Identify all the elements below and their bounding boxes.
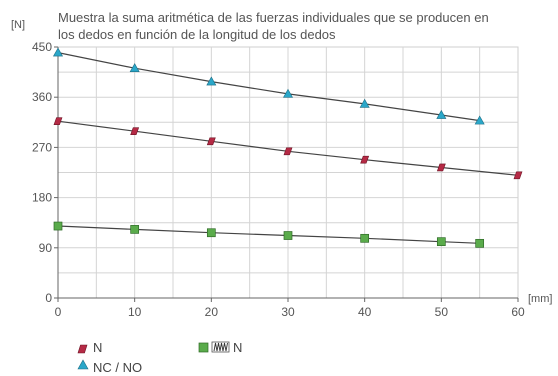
- data-point-square: [130, 225, 140, 234]
- data-point-square: [475, 238, 485, 248]
- series-square: [53, 221, 485, 248]
- data-point-square: [436, 237, 446, 247]
- x-tick-label: 0: [55, 305, 62, 319]
- y-tick-label: 450: [32, 40, 52, 54]
- x-tick-label: 30: [281, 305, 295, 319]
- y-tick-label: 180: [32, 191, 52, 205]
- data-point-diamond: [513, 171, 523, 180]
- series-line-square: [57, 225, 480, 244]
- series-group: [52, 47, 523, 248]
- series-diamond: [53, 117, 523, 180]
- series-triangle: [52, 47, 485, 125]
- legend-marker-diamond: [77, 344, 88, 354]
- data-point-triangle: [282, 88, 294, 98]
- chart-title-line-2: los dedos en función de la longitud de l…: [58, 27, 336, 42]
- data-point-diamond: [283, 147, 293, 156]
- spring-icon: [211, 341, 230, 353]
- y-tick-label: 270: [32, 140, 52, 154]
- data-point-diamond: [206, 137, 216, 146]
- data-point-diamond: [53, 117, 63, 125]
- x-tick-label: 60: [511, 305, 525, 319]
- legend-item-nc-no: NC / NO: [77, 359, 142, 375]
- legend-label-n: N: [93, 340, 102, 355]
- y-tick-label: 360: [32, 90, 52, 104]
- data-point-diamond: [130, 127, 140, 136]
- data-point-diamond: [436, 163, 446, 172]
- data-point-square: [360, 233, 370, 243]
- legend-item-n: N: [77, 340, 102, 355]
- y-tick-label: 0: [45, 291, 52, 305]
- data-point-square: [53, 221, 63, 231]
- x-tick-label: 40: [358, 305, 372, 319]
- data-point-triangle: [206, 76, 217, 86]
- x-axis-unit: [mm]: [528, 293, 552, 305]
- data-point-triangle: [436, 109, 447, 119]
- axis-ticks: 0 90 180 270 360 450 0 10 20 30 40 50 60: [32, 40, 525, 319]
- x-tick-label: 50: [435, 305, 449, 319]
- y-tick-label: 90: [39, 241, 53, 255]
- data-point-triangle: [359, 98, 370, 108]
- data-point-triangle: [474, 115, 485, 125]
- data-point-square: [206, 228, 216, 238]
- x-tick-label: 10: [128, 305, 142, 319]
- chart-title-line-1: Muestra la suma aritmética de las fuerza…: [58, 10, 489, 25]
- data-point-square: [283, 231, 293, 240]
- series-line-triangle: [57, 52, 480, 122]
- legend-label-nc-no: NC / NO: [93, 360, 142, 375]
- legend-label-spring-n: N: [233, 340, 242, 355]
- y-axis-unit: [N]: [11, 19, 25, 31]
- legend: N NC / NO N: [77, 340, 242, 375]
- legend-item-spring-n: N: [198, 340, 242, 355]
- data-point-diamond: [360, 155, 370, 164]
- data-point-triangle: [129, 63, 140, 72]
- legend-marker-square: [198, 342, 209, 353]
- data-point-triangle: [52, 47, 64, 57]
- grid: [57, 46, 519, 299]
- x-tick-label: 20: [205, 305, 219, 319]
- legend-marker-triangle: [77, 359, 89, 370]
